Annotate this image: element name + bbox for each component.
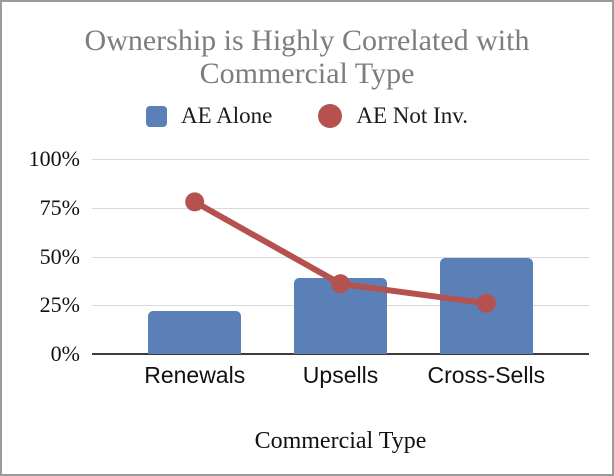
y-tick-label: 0% — [50, 341, 80, 366]
plot-area: 0% 25% 50% 75% 100% Renewals Upsells Cross-Sell… — [29, 146, 589, 388]
x-axis-title: Commercial Type — [254, 428, 427, 454]
chart-title: Ownership is Highly Correlated with Comm… — [84, 24, 530, 90]
y-tick-label: 75% — [39, 194, 80, 220]
legend-label-ae-not-inv: AE Not Inv. — [356, 103, 468, 128]
legend: AE Alone AE Not Inv. — [2, 103, 612, 129]
y-tick-label: 100% — [28, 146, 80, 171]
line-point-upsells — [331, 274, 350, 294]
x-tick-label-upsells: Upsells — [302, 362, 379, 388]
gridline — [92, 207, 589, 209]
legend-label-ae-alone: AE Alone — [181, 103, 273, 128]
y-tick-label: 50% — [39, 243, 80, 269]
x-tick-label-renewals: Renewals — [144, 362, 246, 388]
bar-swatch-icon — [146, 105, 168, 127]
gridline — [92, 256, 589, 258]
line-point-renewals — [185, 192, 205, 212]
x-axis-line — [92, 353, 589, 355]
legend-item-ae-alone: AE Alone — [146, 103, 272, 129]
line-series-layer — [185, 192, 496, 313]
x-tick-label-cross-sells: Cross-Sells — [427, 362, 546, 388]
y-tick-label: 25% — [39, 292, 80, 318]
gridline — [92, 159, 589, 160]
legend-item-ae-not-inv: AE Not Inv. — [318, 103, 468, 129]
line-point-cross-sells — [476, 293, 496, 313]
line-swatch-icon — [318, 104, 343, 128]
bar-renewals — [148, 311, 242, 354]
